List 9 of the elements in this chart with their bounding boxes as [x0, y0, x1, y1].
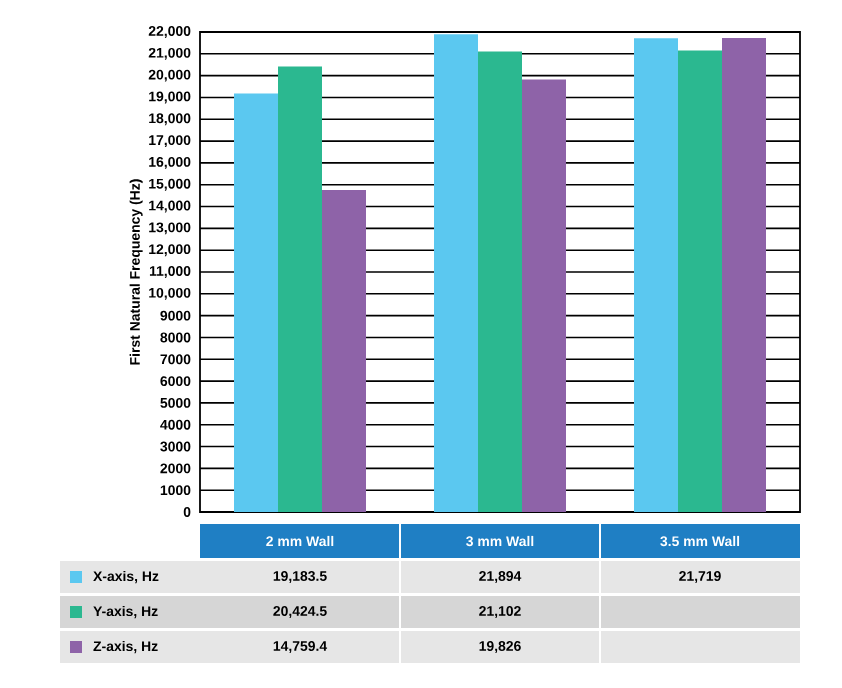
bar	[522, 79, 566, 512]
bar	[722, 38, 766, 512]
bar	[234, 93, 278, 512]
bar	[634, 38, 678, 512]
bar	[434, 34, 478, 512]
bar	[678, 50, 722, 512]
bar	[278, 66, 322, 512]
bar	[478, 51, 522, 512]
bar	[322, 189, 366, 512]
